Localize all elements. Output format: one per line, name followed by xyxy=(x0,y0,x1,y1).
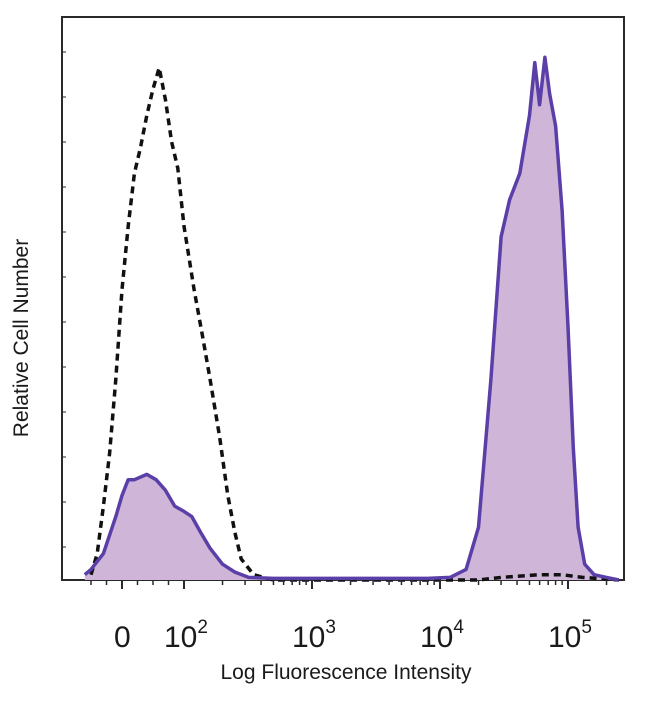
x-tick-label: 105 xyxy=(548,617,592,654)
minor-tick-layer xyxy=(62,51,608,585)
series-layer xyxy=(83,55,620,582)
x-tick-label: 103 xyxy=(292,617,336,654)
x-tick-label-base: 0 xyxy=(114,621,131,654)
x-tick-label-exponent: 2 xyxy=(197,617,208,638)
x-axis-label: Log Fluorescence Intensity xyxy=(221,661,472,684)
x-tick-label-base: 10 xyxy=(164,621,197,654)
x-tick-label-exponent: 4 xyxy=(453,617,464,638)
x-tick-layer: 0 102 103 104 105 xyxy=(114,580,592,654)
x-tick-label-exponent: 3 xyxy=(325,617,336,638)
x-tick-label: 104 xyxy=(420,617,464,654)
x-tick-label-base: 10 xyxy=(420,621,453,654)
series-0-dashed-line xyxy=(89,66,620,582)
series-1-solid-line xyxy=(83,55,620,582)
x-tick-label: 0 xyxy=(114,621,131,654)
x-tick-label: 102 xyxy=(164,617,208,654)
series-1-fill-area xyxy=(84,57,619,581)
x-tick-label-base: 10 xyxy=(548,621,581,654)
x-tick-label-exponent: 5 xyxy=(581,617,592,638)
x-tick-label-base: 10 xyxy=(292,621,325,654)
y-axis-label: Relative Cell Number xyxy=(10,239,33,437)
